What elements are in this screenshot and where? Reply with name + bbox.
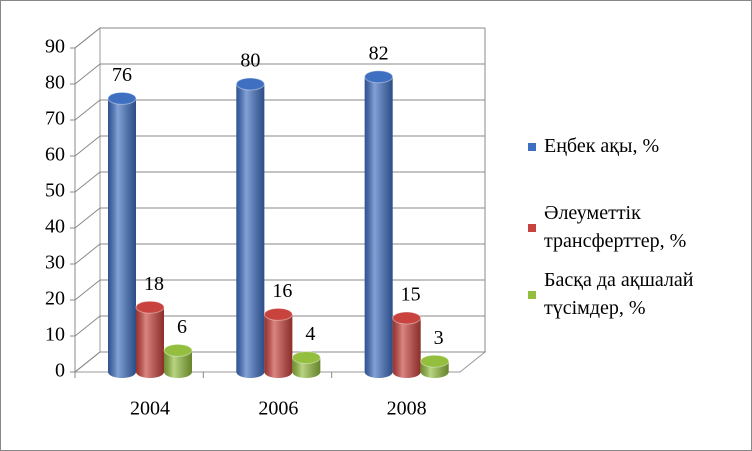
bar-top xyxy=(420,354,450,368)
data-label: 15 xyxy=(401,284,421,306)
bar-shade xyxy=(364,76,393,379)
y-tick-label: 30 xyxy=(45,252,65,274)
data-label: 16 xyxy=(272,280,292,302)
bar-top xyxy=(163,343,193,357)
y-tick-label: 50 xyxy=(45,180,65,202)
bar-top xyxy=(291,351,321,365)
grid-line xyxy=(74,27,101,49)
grid-line xyxy=(74,207,101,229)
data-label: 82 xyxy=(369,42,389,64)
side-wall xyxy=(74,26,101,374)
bar-top xyxy=(235,77,265,91)
y-tick-label: 0 xyxy=(55,360,65,382)
legend-swatch xyxy=(528,291,536,299)
y-tick-label: 40 xyxy=(45,216,65,238)
bar-shade xyxy=(164,350,192,378)
bar-shade xyxy=(392,318,421,378)
grid-line xyxy=(74,279,101,301)
y-tick-label: 60 xyxy=(45,144,65,166)
y-tick-label: 80 xyxy=(45,72,65,94)
bar-top xyxy=(135,300,165,314)
legend-label: Әлеуметтік трансферттер, % xyxy=(544,202,686,252)
bar-shade xyxy=(264,314,293,378)
y-tick-label: 10 xyxy=(45,324,65,346)
legend-swatch xyxy=(528,224,536,232)
bar-shade xyxy=(236,84,265,378)
data-label: 80 xyxy=(240,50,260,72)
x-tick-label: 2008 xyxy=(387,398,427,420)
legend-label: Еңбек ақы, % xyxy=(544,135,659,157)
x-tick-label: 2006 xyxy=(258,398,298,420)
data-label: 18 xyxy=(144,273,164,295)
legend-label: Басқа да ақшалай түсімдер, % xyxy=(544,269,694,319)
grid-line xyxy=(74,171,101,193)
y-tick-label: 90 xyxy=(45,36,65,58)
grid-line xyxy=(74,135,101,157)
bar-shade xyxy=(108,98,136,379)
grid-line xyxy=(74,99,101,121)
legend-swatch xyxy=(528,143,536,151)
bar-top xyxy=(107,91,137,105)
data-label: 3 xyxy=(434,327,444,349)
bar-top xyxy=(392,311,422,325)
bar-top xyxy=(364,70,394,84)
grid-line xyxy=(74,63,101,85)
y-tick-label: 70 xyxy=(45,108,65,130)
data-label: 76 xyxy=(112,64,132,86)
bar-top xyxy=(263,307,293,321)
x-tick-label: 2004 xyxy=(130,398,170,420)
grid-line xyxy=(74,351,101,373)
y-tick-label: 20 xyxy=(45,288,65,310)
data-label: 4 xyxy=(305,323,315,345)
bar-shade xyxy=(136,307,164,378)
grid-line xyxy=(74,315,101,337)
grid-line xyxy=(74,243,101,265)
data-label: 6 xyxy=(177,316,187,338)
